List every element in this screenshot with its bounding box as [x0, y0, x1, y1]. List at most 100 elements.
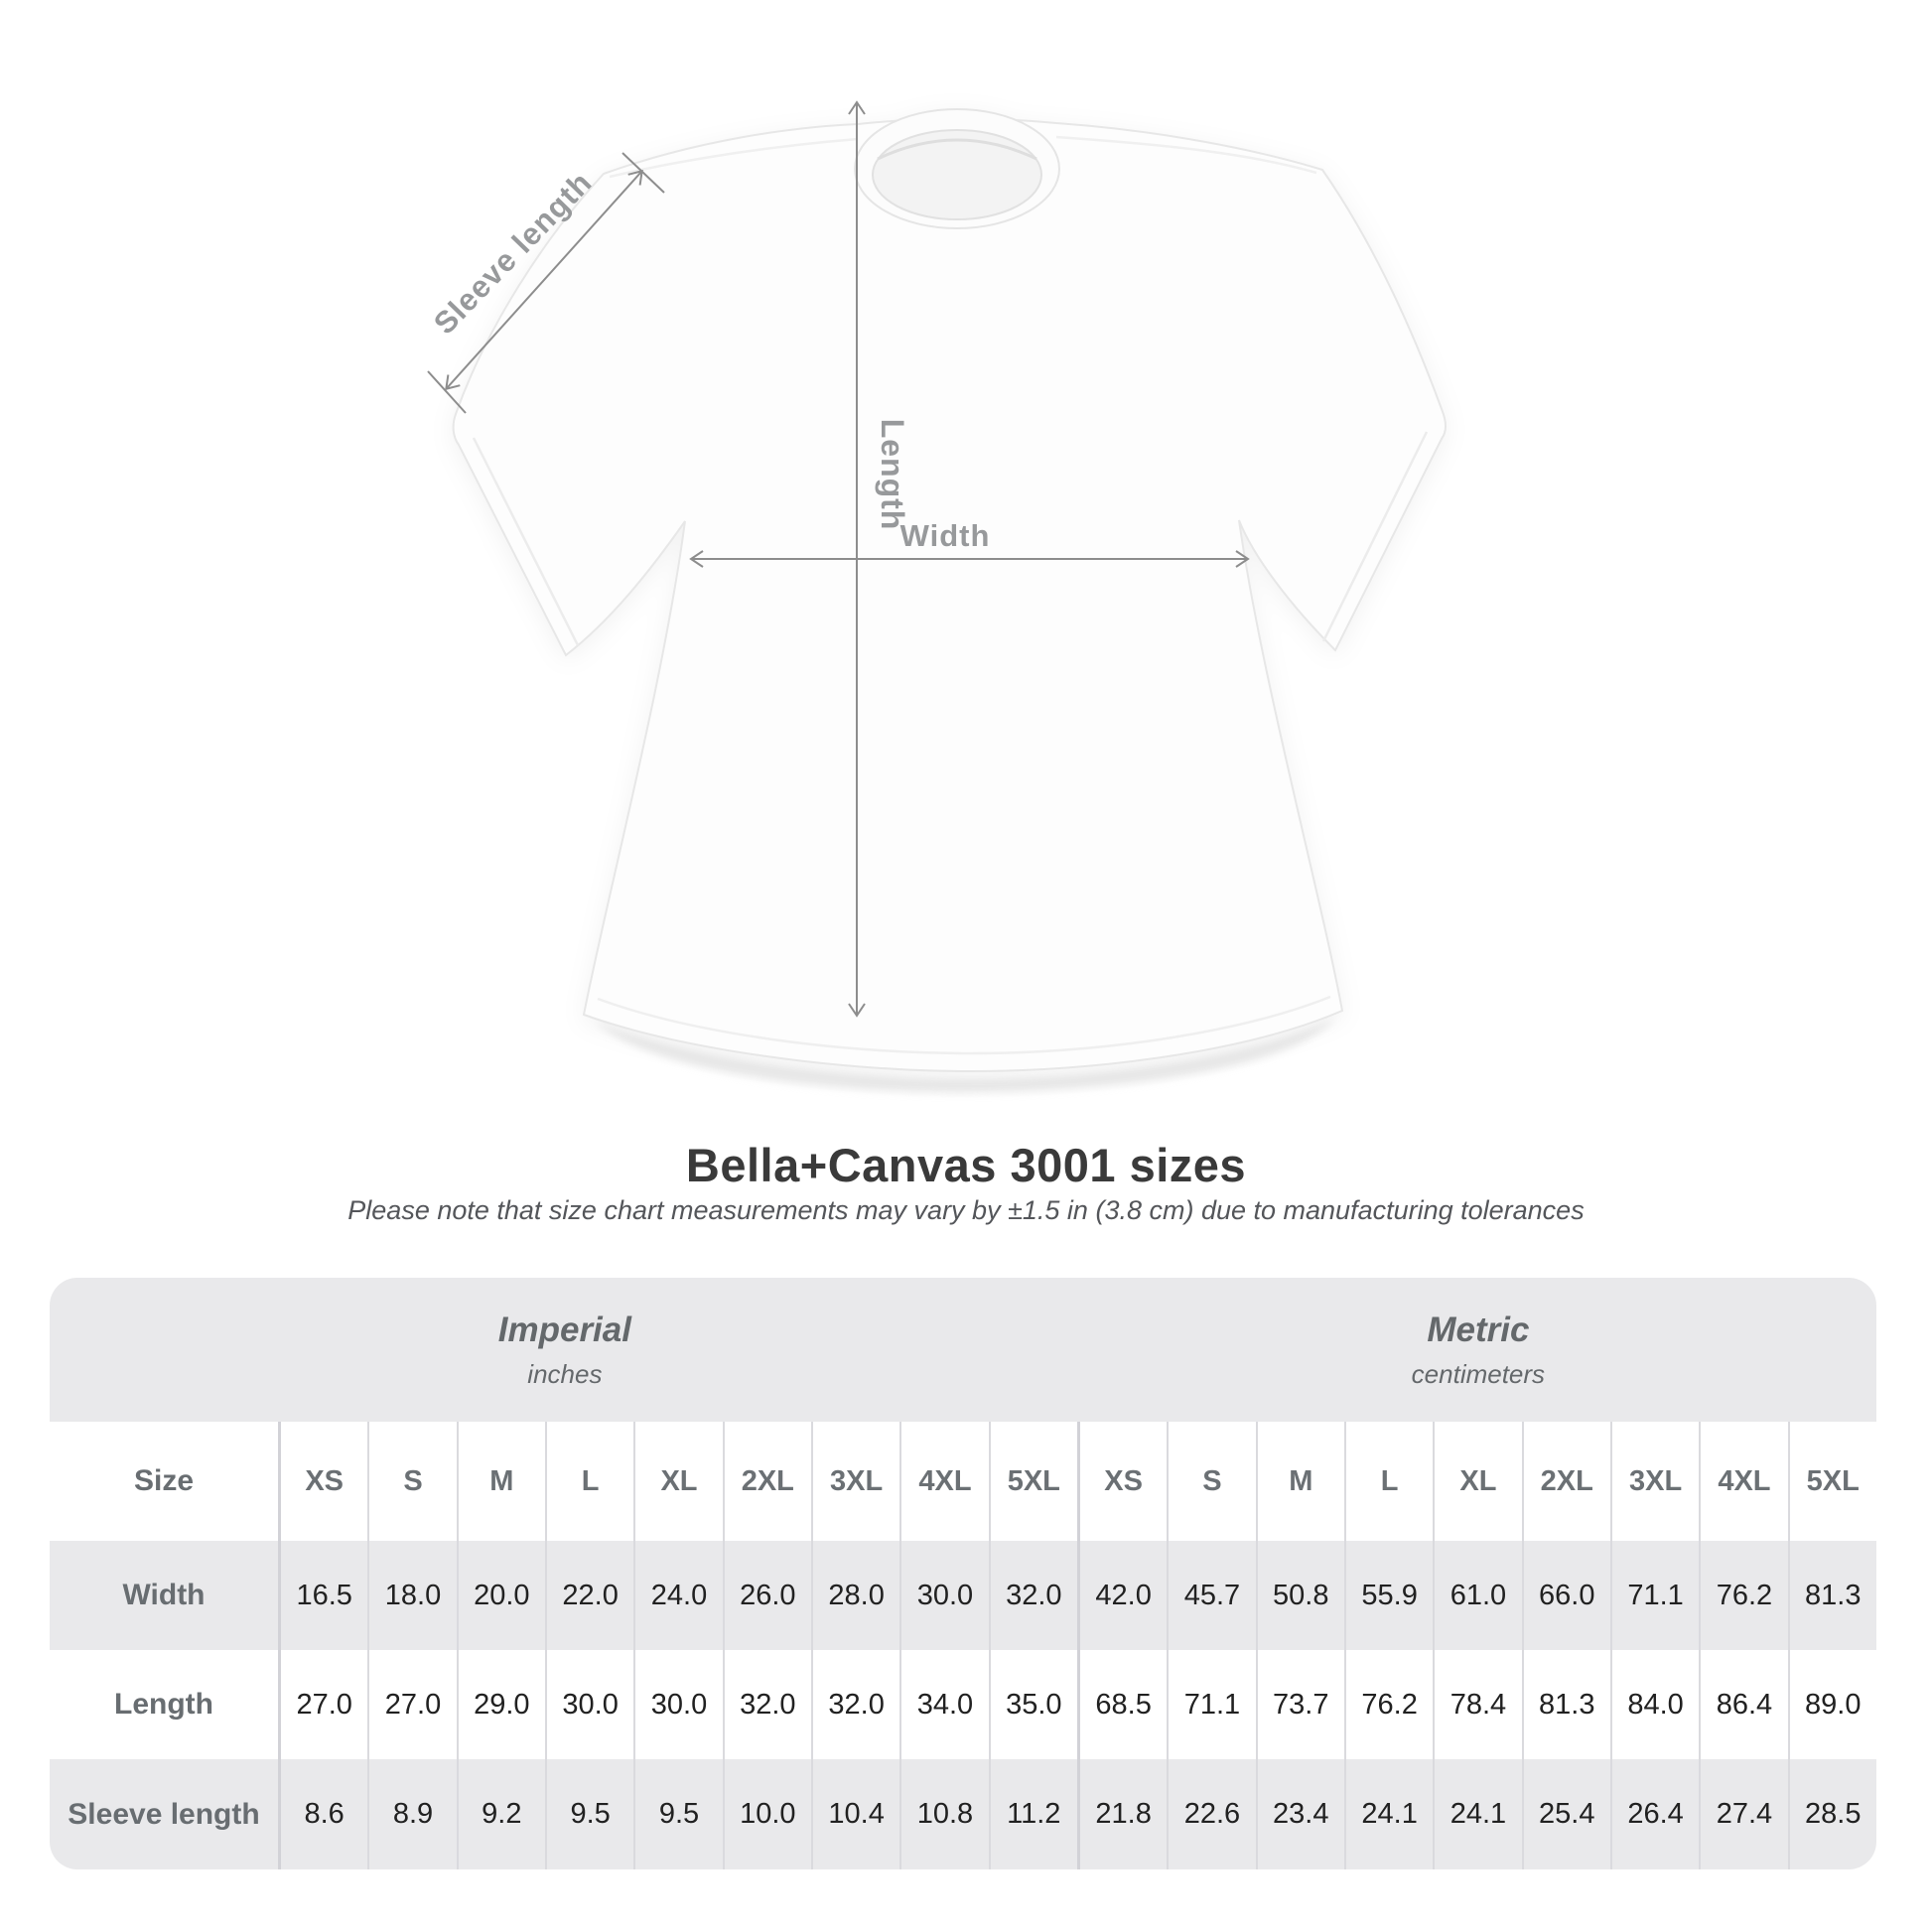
- value-cell: 27.4: [1699, 1759, 1787, 1869]
- size-table: Imperial inches Metric centimeters Size X…: [50, 1278, 1876, 1869]
- row-label: Length: [114, 1688, 213, 1721]
- size-col-header-metric: XL: [1433, 1422, 1521, 1541]
- size-col-header-imperial: M: [456, 1422, 545, 1541]
- size-col-header-metric: 4XL: [1699, 1422, 1787, 1541]
- row-label: Width: [122, 1579, 206, 1611]
- table-row: Length 27.0 27.0 29.0 30.0 30.0 32.0 32.0 34.0 35…: [50, 1650, 1876, 1759]
- value-cell: 34.0: [899, 1650, 988, 1759]
- table-row: Width 16.5 18.0 20.0 22.0 24.0 26.0 28.0 30.0 32.…: [50, 1541, 1876, 1650]
- size-col-header-metric: 5XL: [1787, 1422, 1876, 1541]
- value-cell: 81.3: [1521, 1650, 1610, 1759]
- size-header-row: Size XS S M L XL 2XL 3XL 4XL 5XL XS S M L XL 2XL 3XL 4XL 5…: [50, 1422, 1876, 1541]
- value-cell: 22.0: [544, 1541, 633, 1650]
- width-label: Width: [900, 518, 991, 553]
- value-cell: 29.0: [456, 1650, 545, 1759]
- imperial-unit: inches: [527, 1358, 603, 1389]
- value-cell: 9.5: [633, 1759, 722, 1869]
- value-cell: 11.2: [988, 1759, 1077, 1869]
- value-cell: 71.1: [1167, 1650, 1255, 1759]
- size-row-label: Size: [133, 1464, 195, 1497]
- size-col-header-imperial: L: [544, 1422, 633, 1541]
- size-col-header-imperial: 3XL: [810, 1422, 899, 1541]
- tshirt-illustration: [452, 108, 1448, 1073]
- value-cell: 71.1: [1609, 1541, 1699, 1650]
- value-cell: 9.5: [544, 1759, 633, 1869]
- page-title: Bella+Canvas 3001 sizes: [685, 1139, 1247, 1191]
- imperial-title: Imperial: [497, 1310, 631, 1349]
- value-cell: 9.2: [456, 1759, 545, 1869]
- value-cell: 16.5: [278, 1541, 367, 1650]
- size-col-header-metric: 2XL: [1521, 1422, 1610, 1541]
- value-cell: 66.0: [1521, 1541, 1610, 1650]
- value-cell: 26.0: [722, 1541, 811, 1650]
- size-col-header-imperial: S: [367, 1422, 456, 1541]
- value-cell: 32.0: [722, 1650, 811, 1759]
- value-cell: 30.0: [899, 1541, 988, 1650]
- size-col-header-metric: L: [1343, 1422, 1433, 1541]
- value-cell: 30.0: [544, 1650, 633, 1759]
- value-cell: 84.0: [1609, 1650, 1699, 1759]
- value-cell: 86.4: [1699, 1650, 1787, 1759]
- page-subtitle: Please note that size chart measurements…: [347, 1195, 1585, 1225]
- value-cell: 42.0: [1076, 1541, 1167, 1650]
- value-cell: 24.1: [1343, 1759, 1433, 1869]
- size-col-header-metric: M: [1255, 1422, 1344, 1541]
- value-cell: 68.5: [1076, 1650, 1167, 1759]
- size-col-header-imperial: XL: [633, 1422, 722, 1541]
- value-cell: 8.9: [367, 1759, 456, 1869]
- size-col-header-imperial: XS: [278, 1422, 367, 1541]
- value-cell: 22.6: [1167, 1759, 1255, 1869]
- size-col-header-imperial: 2XL: [722, 1422, 811, 1541]
- length-label: Length: [875, 419, 910, 531]
- tshirt-hem-shadow: [596, 1019, 1335, 1093]
- value-cell: 24.0: [633, 1541, 722, 1650]
- imperial-section-header: Imperial inches: [50, 1278, 1080, 1422]
- value-cell: 8.6: [278, 1759, 367, 1869]
- value-cell: 78.4: [1433, 1650, 1521, 1759]
- value-cell: 10.0: [722, 1759, 811, 1869]
- value-cell: 89.0: [1787, 1650, 1876, 1759]
- value-cell: 35.0: [988, 1650, 1077, 1759]
- value-cell: 20.0: [456, 1541, 545, 1650]
- unit-header-band: Imperial inches Metric centimeters: [50, 1278, 1876, 1422]
- value-cell: 18.0: [367, 1541, 456, 1650]
- value-cell: 21.8: [1076, 1759, 1167, 1869]
- value-cell: 32.0: [810, 1650, 899, 1759]
- value-cell: 76.2: [1343, 1650, 1433, 1759]
- table-row: Sleeve length 8.6 8.9 9.2 9.5 9.5 10.0 10.4 10.8…: [50, 1759, 1876, 1869]
- value-cell: 76.2: [1699, 1541, 1787, 1650]
- value-cell: 81.3: [1787, 1541, 1876, 1650]
- value-cell: 30.0: [633, 1650, 722, 1759]
- value-cell: 24.1: [1433, 1759, 1521, 1869]
- metric-section-header: Metric centimeters: [1080, 1278, 1876, 1422]
- value-cell: 25.4: [1521, 1759, 1610, 1869]
- sleeve-arrow-tick-top: [621, 152, 665, 194]
- value-cell: 61.0: [1433, 1541, 1521, 1650]
- size-col-header-imperial: 5XL: [988, 1422, 1077, 1541]
- size-col-header-metric: XS: [1076, 1422, 1167, 1541]
- sleeve-arrow-tick-bottom: [427, 370, 467, 414]
- value-cell: 28.0: [810, 1541, 899, 1650]
- sleeve-length-arrow: [445, 169, 643, 391]
- value-cell: 10.8: [899, 1759, 988, 1869]
- value-cell: 23.4: [1255, 1759, 1344, 1869]
- value-cell: 26.4: [1609, 1759, 1699, 1869]
- value-cell: 55.9: [1343, 1541, 1433, 1650]
- size-col-header-imperial: 4XL: [899, 1422, 988, 1541]
- value-cell: 73.7: [1255, 1650, 1344, 1759]
- value-cell: 10.4: [810, 1759, 899, 1869]
- value-cell: 45.7: [1167, 1541, 1255, 1650]
- value-cell: 27.0: [367, 1650, 456, 1759]
- size-col-header-metric: 3XL: [1609, 1422, 1699, 1541]
- metric-title: Metric: [1427, 1310, 1530, 1349]
- value-cell: 28.5: [1787, 1759, 1876, 1869]
- tshirt-measurement-diagram: Sleeve length Length Width: [427, 100, 1448, 1093]
- metric-unit: centimeters: [1411, 1358, 1546, 1389]
- value-cell: 27.0: [278, 1650, 367, 1759]
- value-cell: 32.0: [988, 1541, 1077, 1650]
- value-cell: 50.8: [1255, 1541, 1344, 1650]
- tshirt-neck-opening: [872, 129, 1042, 220]
- size-col-header-metric: S: [1167, 1422, 1255, 1541]
- size-table-rows: Size XS S M L XL 2XL 3XL 4XL 5XL XS S M L XL 2XL 3XL 4XL 5…: [50, 1422, 1876, 1869]
